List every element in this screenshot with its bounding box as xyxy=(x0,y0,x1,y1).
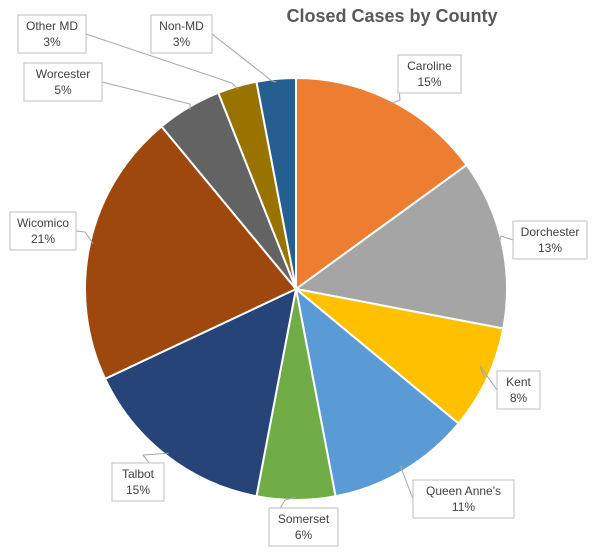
data-label-percent: 3% xyxy=(173,35,191,49)
data-label-callout: Worcester 5% xyxy=(23,62,103,102)
data-label-box xyxy=(397,54,462,94)
leader-line xyxy=(101,81,191,111)
pie-slice-queen-anne-s xyxy=(294,286,460,498)
data-label-name: Queen Anne's xyxy=(426,484,501,498)
data-label-name: Wicomico xyxy=(17,216,69,230)
data-labels: Caroline 15% Dorchester 13% Kent 8% Queen Anne… xyxy=(9,14,588,547)
data-label-callout: Kent 8% xyxy=(496,370,541,410)
data-label-callout: Queen Anne's 11% xyxy=(412,479,515,519)
data-label-name: Dorchester xyxy=(521,225,580,239)
data-label-callout: Somerset 6% xyxy=(268,507,339,547)
data-label-percent: 15% xyxy=(126,483,150,497)
data-label-callout: Other MD 3% xyxy=(17,14,87,54)
data-label-name: Kent xyxy=(506,375,531,389)
pie-slice-caroline xyxy=(295,76,469,291)
data-label-callout: Dorchester 13% xyxy=(512,220,588,260)
data-label-percent: 5% xyxy=(54,83,72,97)
data-label-box xyxy=(17,14,87,54)
data-label-name: Talbot xyxy=(122,467,155,481)
data-label-name: Somerset xyxy=(278,512,330,526)
data-label-callout: Wicomico 21% xyxy=(9,211,77,251)
data-label-box xyxy=(9,211,77,251)
data-label-percent: 3% xyxy=(43,35,61,49)
pie-slice-non-md xyxy=(255,76,297,290)
data-label-box xyxy=(268,507,339,547)
data-label-box xyxy=(512,220,588,260)
data-label-callout: Non-MD 3% xyxy=(150,14,213,54)
leader-line xyxy=(498,235,514,244)
data-label-percent: 15% xyxy=(417,75,441,89)
data-label-percent: 6% xyxy=(295,528,313,542)
pie-slice-kent xyxy=(295,288,505,425)
pie-slices xyxy=(84,76,508,501)
leader-line xyxy=(399,464,414,500)
leader-line xyxy=(479,365,498,391)
data-label-box xyxy=(150,14,213,54)
chart-title: Closed Cases by County xyxy=(286,6,497,26)
data-label-name: Non-MD xyxy=(159,19,204,33)
data-label-percent: 13% xyxy=(538,241,562,255)
data-label-name: Worcester xyxy=(36,67,90,81)
pie-slice-talbot xyxy=(103,287,298,498)
data-label-box xyxy=(111,462,165,502)
data-label-callout: Caroline 15% xyxy=(397,54,462,94)
leader-line xyxy=(211,33,277,83)
data-label-box xyxy=(412,479,515,519)
data-label-percent: 8% xyxy=(510,391,528,405)
data-label-name: Other MD xyxy=(26,19,78,33)
pie-slice-dorchester xyxy=(293,163,508,330)
data-label-callout: Talbot 15% xyxy=(111,462,165,502)
leader-line xyxy=(85,33,239,90)
data-label-percent: 11% xyxy=(452,500,475,514)
data-label-box xyxy=(496,370,541,410)
leader-line xyxy=(75,230,94,244)
pie-slice-wicomico xyxy=(84,125,298,381)
data-label-name: Caroline xyxy=(407,59,452,73)
data-label-box xyxy=(23,62,103,102)
data-label-percent: 21% xyxy=(31,232,55,246)
